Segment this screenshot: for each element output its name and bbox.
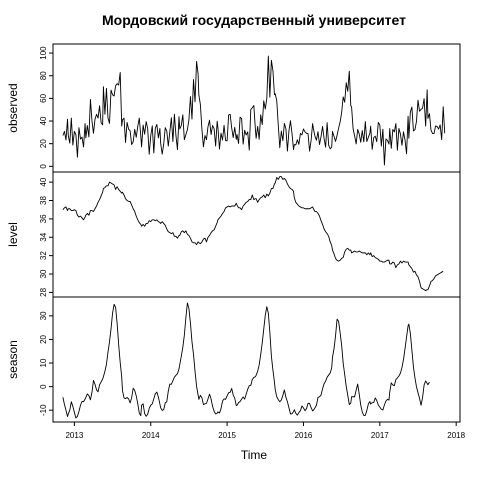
x-tick-label: 2014 (142, 431, 160, 440)
y-tick-label: 38 (39, 195, 48, 204)
panel-frame (52, 171, 461, 298)
y-tick-label: 40 (39, 116, 48, 125)
x-tick-label: 2018 (447, 431, 465, 440)
chart-title: Мордовский государственный университет (102, 12, 406, 28)
x-tick-label: 2016 (295, 431, 313, 440)
y-tick-label: 36 (39, 214, 48, 223)
y-tick-label: 30 (39, 269, 48, 278)
y-tick-label: 0 (39, 164, 48, 169)
y-tick-label: 28 (39, 287, 48, 296)
y-tick-label: 100 (39, 46, 48, 60)
y-tick-label: 30 (39, 311, 48, 320)
y-axis-label-season: season (6, 340, 20, 379)
panel-observed: 0 20 40 60 80 100 observed (6, 43, 461, 173)
series-line-level (62, 176, 444, 292)
x-tick-label: 2013 (65, 431, 83, 440)
y-tick-label: 20 (39, 139, 48, 148)
panel-frame (52, 43, 461, 173)
y-axis-label-observed: observed (6, 83, 20, 132)
series-line-season (62, 302, 430, 419)
y-tick-label: -10 (39, 404, 48, 416)
panel-season: -10 0 10 20 30 season (6, 296, 461, 423)
series-line-observed (62, 55, 446, 166)
y-tick-label: 20 (39, 334, 48, 343)
y-tick-label: 80 (39, 71, 48, 80)
y-tick-label: 34 (39, 232, 48, 241)
y-tick-label: 60 (39, 93, 48, 102)
y-tick-label: 40 (39, 177, 48, 186)
x-tick-label: 2017 (371, 431, 389, 440)
panel-level: 28 30 32 34 36 38 40 level (6, 171, 461, 298)
y-tick-label: 0 (39, 384, 48, 389)
y-tick-label: 32 (39, 251, 48, 260)
y-tick-label: 10 (39, 358, 48, 367)
y-axis-label-level: level (6, 222, 20, 247)
x-axis-label: Time (241, 448, 268, 462)
x-tick-label: 2015 (218, 431, 236, 440)
panel-frame (52, 296, 461, 423)
